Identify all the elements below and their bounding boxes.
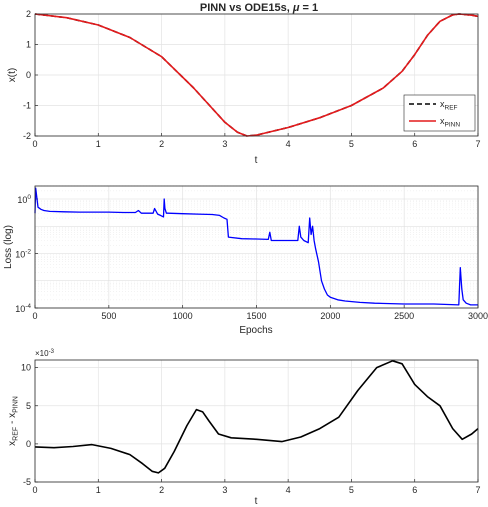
y-tick-label: 10-2	[15, 249, 31, 260]
axes-frame	[34, 13, 479, 137]
y-tick-label: 5	[26, 401, 31, 411]
x-tick-label: 2	[159, 139, 164, 149]
y-tick-label: -5	[23, 477, 31, 487]
y-tick-label: 0	[26, 70, 31, 80]
plot-lines	[34, 187, 478, 306]
x-tick-label: 2000	[320, 311, 340, 321]
y-exponent-label: ×10-3	[35, 349, 55, 358]
x-tick-label: 7	[475, 139, 480, 149]
loss-series-line	[34, 187, 478, 306]
x-tick-label: 1000	[173, 311, 193, 321]
x-axis-label: t	[255, 496, 258, 507]
x-tick-label: 0	[32, 311, 37, 321]
plot-lines	[34, 360, 479, 474]
y-tick-label: -1	[23, 101, 31, 111]
x-tick-label: 6	[412, 139, 417, 149]
y-axis-label: Loss (log)	[3, 225, 14, 269]
x-tick-label: 1500	[246, 311, 266, 321]
axes-frame	[34, 185, 479, 309]
legend: xREF xPINN	[403, 94, 476, 132]
series-line-pinn	[34, 13, 479, 137]
loss-plot: 0 500 1000 1500 2000 2500 3000 100 10-2 10-4 Epoc…	[3, 185, 488, 336]
legend-label-pinn: xPINN	[440, 116, 460, 129]
x-tick-label: 0	[32, 139, 37, 149]
y-tick-label: -2	[23, 131, 31, 141]
x-tick-label: 4	[286, 139, 291, 149]
x-tick-label: 4	[286, 485, 291, 495]
x-tick-label: 500	[101, 311, 116, 321]
axes-box	[35, 360, 478, 482]
series-line-0	[34, 360, 479, 474]
plot-lines	[34, 13, 479, 137]
y-tick-label: 1	[26, 40, 31, 50]
y-tick-label: 10	[21, 363, 31, 373]
x-tick-label: 6	[412, 485, 417, 495]
x-tick-label: 5	[349, 139, 354, 149]
y-tick-label: 10-4	[15, 303, 31, 314]
tick-labels: 0 500 1000 1500 2000 2500 3000 100 10-2 10-4	[15, 194, 488, 321]
x-axis-label: Epochs	[239, 325, 272, 336]
y-axis-label: x(t)	[7, 68, 18, 82]
axes-frame	[34, 359, 479, 483]
x-tick-label: 0	[32, 485, 37, 495]
x-tick-label: 2	[159, 485, 164, 495]
x-axis-label: t	[255, 155, 258, 166]
x-tick-label: 1	[96, 139, 101, 149]
y-tick-label: 0	[26, 439, 31, 449]
tick-labels: 0 1 2 3 4 5 6 7 -2 -1 0 1 2	[23, 9, 481, 149]
y-axis-label: xREF - xPINN	[7, 396, 20, 446]
y-tick-label: 100	[17, 194, 31, 205]
x-tick-label: 3	[222, 485, 227, 495]
x-tick-label: 3	[222, 139, 227, 149]
x-tick-label: 3000	[468, 311, 488, 321]
legend-label-ref: xREF	[440, 99, 458, 112]
legend-box	[403, 94, 476, 132]
y-tick-label: 2	[26, 9, 31, 19]
figure-title: PINN vs ODE15s, μ = 1	[200, 2, 318, 14]
x-tick-label: 2500	[394, 311, 414, 321]
x-tick-label: 7	[475, 485, 480, 495]
x-tick-label: 5	[349, 485, 354, 495]
x-tick-label: 1	[96, 485, 101, 495]
